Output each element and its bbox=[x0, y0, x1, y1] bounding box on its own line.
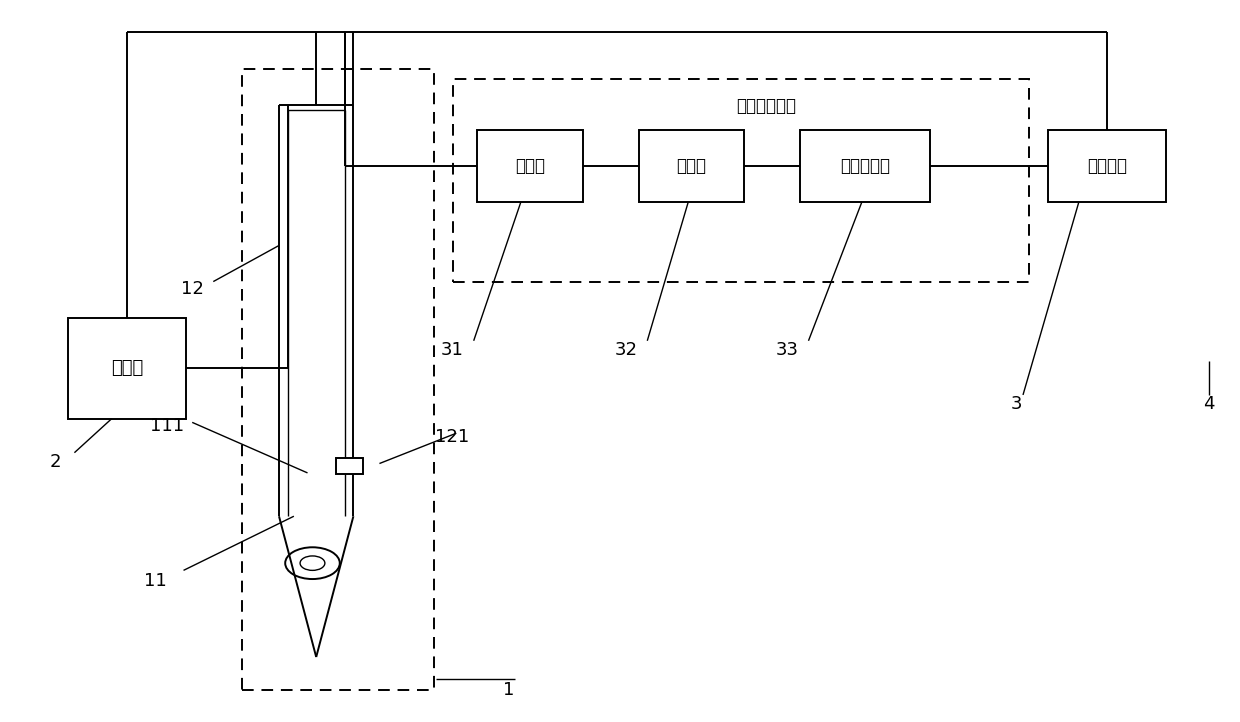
Text: 12: 12 bbox=[181, 280, 203, 297]
Text: 31: 31 bbox=[441, 342, 464, 359]
Text: 1: 1 bbox=[502, 681, 515, 698]
Bar bbox=[477, 130, 583, 202]
Bar bbox=[800, 130, 930, 202]
Text: 3: 3 bbox=[1011, 396, 1023, 413]
Text: 32: 32 bbox=[615, 342, 637, 359]
Text: 气体分析仪: 气体分析仪 bbox=[839, 157, 890, 175]
Text: 2: 2 bbox=[50, 453, 62, 471]
Bar bbox=[453, 79, 1029, 282]
Bar bbox=[1048, 130, 1166, 202]
Text: 注射器: 注射器 bbox=[110, 360, 144, 377]
Text: 干燥器: 干燥器 bbox=[515, 157, 546, 175]
Text: 4: 4 bbox=[1203, 396, 1215, 413]
Bar bbox=[336, 458, 363, 474]
Text: 污染检测模块: 污染检测模块 bbox=[735, 97, 796, 116]
Text: 121: 121 bbox=[435, 428, 470, 445]
Text: 111: 111 bbox=[150, 417, 185, 435]
Bar bbox=[639, 130, 744, 202]
Bar bbox=[68, 318, 186, 419]
Text: 预警模块: 预警模块 bbox=[1086, 157, 1127, 175]
Bar bbox=[242, 69, 434, 690]
Text: 过滤器: 过滤器 bbox=[676, 157, 707, 175]
Text: 33: 33 bbox=[776, 342, 799, 359]
Text: 11: 11 bbox=[144, 573, 166, 590]
